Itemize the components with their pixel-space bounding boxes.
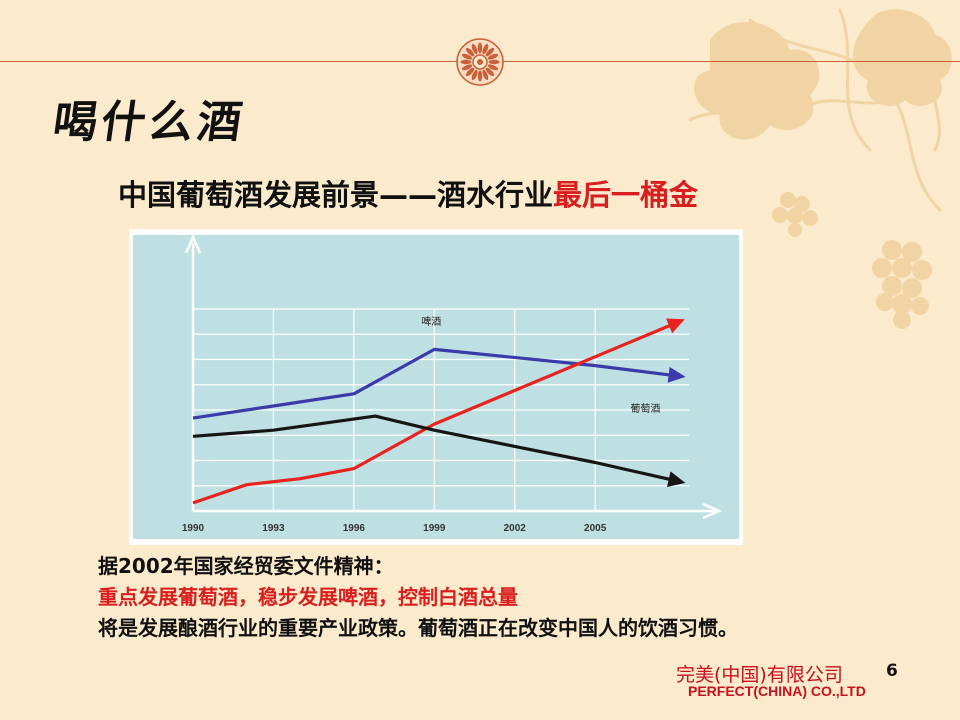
x-tick-label: 1996 [343, 523, 366, 534]
medallion-petal [482, 43, 489, 55]
medallion-petal [465, 67, 475, 77]
medallion-petal [477, 70, 483, 82]
x-tick-label: 1990 [182, 523, 205, 534]
medallion-petal [471, 69, 478, 81]
series-line [192, 414, 676, 483]
medallion-petal [465, 47, 475, 57]
medallion-petal [488, 59, 500, 65]
medallion-petal [471, 43, 478, 55]
body-text: 据2002年国家经贸委文件精神： 重点发展葡萄酒，稳步发展啤酒，控制白酒总量 将… [98, 551, 948, 644]
footer-company-en: PERFECT(CHINA) CO.,LTD [688, 683, 866, 699]
slide-subtitle: 中国葡萄酒发展前景——酒水行业最后一桶金 [118, 172, 698, 214]
medallion-petal [485, 67, 495, 77]
footer-company-cn: 完美(中国)有限公司 [676, 664, 843, 686]
grape-vine-ornament [688, 8, 952, 329]
body-line-policy-key: 重点发展葡萄酒，稳步发展啤酒，控制白酒总量 [98, 585, 518, 609]
chart-frame: 199019931996199920022005啤酒葡萄酒白酒 [129, 229, 743, 545]
series-label: 啤酒 [421, 316, 441, 328]
series-arrowhead [666, 318, 685, 334]
medallion-petal [461, 64, 473, 71]
x-tick-label: 1999 [423, 523, 446, 534]
flower-medallion-icon [456, 38, 504, 86]
medallion-petal [461, 53, 473, 60]
x-tick-label: 2005 [584, 523, 607, 534]
series-label: 葡萄酒 [630, 402, 660, 415]
medallion-petal [487, 64, 499, 71]
body-line-policy-source: 据2002年国家经贸委文件精神： [98, 554, 394, 578]
series-arrowhead [667, 471, 686, 487]
y-axis-arrow [184, 233, 202, 254]
subtitle-accent: 最后一桶金 [553, 178, 699, 212]
series-arrowhead [667, 366, 686, 383]
page-number: 6 [886, 661, 898, 681]
trend-line-chart: 199019931996199920022005啤酒葡萄酒白酒 [133, 233, 739, 539]
x-axis-arrow [702, 502, 723, 520]
medallion-petal [485, 47, 495, 57]
series-line [192, 347, 676, 420]
medallion-petal [487, 53, 499, 60]
medallion-petal [460, 59, 472, 65]
medallion-petal [482, 69, 489, 81]
x-tick-label: 2002 [504, 523, 527, 534]
x-tick-label: 1993 [262, 523, 285, 534]
subtitle-main: 中国葡萄酒发展前景——酒水行业 [118, 178, 554, 212]
medallion-petal [477, 42, 483, 54]
series-line [192, 321, 677, 505]
slide-title: 喝什么酒 [49, 97, 249, 148]
body-line-policy-summary: 将是发展酿酒行业的重要产业政策。葡萄酒正在改变中国人的饮酒习惯。 [98, 616, 738, 640]
